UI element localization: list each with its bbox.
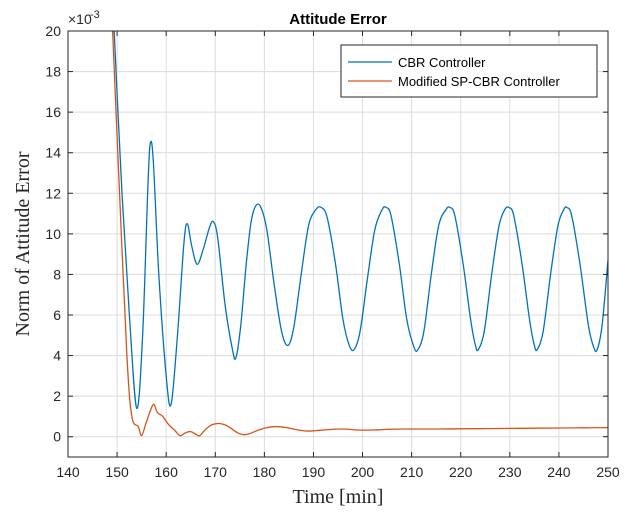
x-tick-label: 200	[351, 464, 375, 480]
x-tick-label: 180	[253, 464, 277, 480]
x-tick-label: 230	[498, 464, 522, 480]
y-tick-label: 18	[45, 64, 61, 80]
plot-area	[68, 31, 608, 457]
legend-label-sp-cbr: Modified SP-CBR Controller	[398, 74, 561, 89]
series-layer	[111, 31, 608, 437]
y-exponent-base: ×10	[68, 11, 92, 27]
y-tick-label: 6	[53, 307, 61, 323]
x-tick-label: 210	[400, 464, 424, 480]
y-tick-label: 10	[45, 226, 61, 242]
series-line-cbr	[113, 31, 608, 409]
y-tick-label: 12	[45, 185, 61, 201]
y-tick-label: 8	[53, 266, 61, 282]
x-tick-label: 220	[449, 464, 473, 480]
axes-frame	[67, 30, 609, 458]
x-tick-label: 250	[596, 464, 620, 480]
legend-label-cbr: CBR Controller	[398, 55, 486, 70]
y-tick-label: 2	[53, 388, 61, 404]
y-axis-label: Norm of Attitude Error	[12, 151, 34, 336]
y-tick-label: 20	[45, 23, 61, 39]
x-tick-label: 140	[56, 464, 80, 480]
y-ticks: 0 2 4 6 8 10 12 14 16 18 20	[45, 23, 608, 445]
x-tick-label: 160	[155, 464, 179, 480]
legend: CBR Controller Modified SP-CBR Controlle…	[340, 44, 598, 98]
series-line-sp-cbr	[111, 31, 608, 437]
y-tick-label: 14	[45, 145, 61, 161]
y-tick-label: 16	[45, 104, 61, 120]
y-tick-label: 4	[53, 348, 61, 364]
legend-box	[340, 44, 598, 98]
x-tick-label: 150	[105, 464, 129, 480]
y-exponent: ×10 -3	[68, 9, 100, 27]
x-tick-label: 170	[204, 464, 228, 480]
x-tick-label: 240	[547, 464, 571, 480]
y-tick-label: 0	[53, 429, 61, 445]
chart-title: Attitude Error	[289, 11, 387, 28]
x-ticks: 140 150 160 170 180 190 200 210 220 230 240 250	[56, 31, 620, 480]
x-axis-label: Time [min]	[293, 486, 384, 508]
x-tick-label: 190	[302, 464, 326, 480]
y-exponent-power: -3	[90, 9, 100, 21]
